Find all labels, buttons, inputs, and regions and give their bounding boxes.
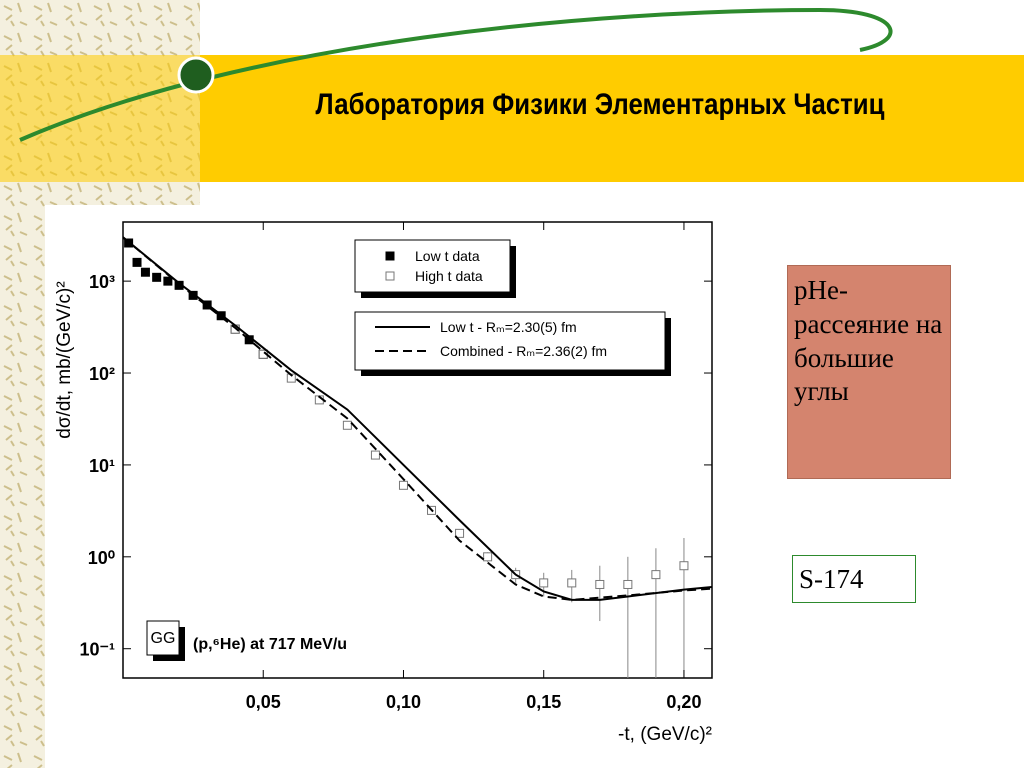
annotation: (p,⁶He) at 717 MeV/u: [193, 636, 347, 653]
plot: [123, 236, 712, 678]
legend-box: [354, 311, 666, 371]
data-point: [140, 267, 150, 277]
y-tick-label: 10²: [89, 364, 115, 384]
data-point: [679, 561, 689, 571]
legend-label: Combined - Rₘ=2.36(2) fm: [440, 343, 607, 359]
x-tick-label: 0,20: [666, 692, 701, 712]
legend-swatch: [385, 271, 395, 281]
code-box: S-174: [792, 555, 916, 603]
decor-pattern: [0, 205, 45, 768]
legend-label: Low t - Rₘ=2.30(5) fm: [440, 319, 577, 335]
plot-frame: [122, 221, 713, 679]
note-box: pHe-рассеяние на большие углы: [787, 265, 951, 479]
data-point: [623, 579, 633, 589]
x-tick-label: 0,15: [526, 692, 561, 712]
legend-label: High t data: [415, 268, 483, 284]
x-axis-label: -t, (GeV/c)²: [618, 724, 712, 745]
data-point: [132, 257, 142, 267]
data-point: [595, 579, 605, 589]
legend-swatch: [385, 251, 395, 261]
y-tick-label: 10¹: [89, 456, 115, 476]
data-point: [163, 276, 173, 286]
curve: [123, 236, 712, 601]
data-point: [567, 578, 577, 588]
y-tick-label: 10⁻¹: [79, 640, 115, 660]
slide-title: Лаборатория Физики Элементарных Частиц: [316, 87, 885, 120]
y-tick-label: 10⁰: [88, 548, 115, 568]
badge-box: [146, 620, 180, 656]
y-axis-label: dσ/dt, mb/(GeV/c)²: [54, 281, 75, 438]
legend-box: [354, 239, 511, 293]
data-point: [370, 450, 380, 460]
data-point: [539, 578, 549, 588]
x-tick-label: 0,10: [386, 692, 421, 712]
data-point: [152, 272, 162, 282]
legend-label: Low t data: [415, 248, 480, 264]
data-point: [483, 552, 493, 562]
title-band: [200, 55, 1024, 182]
data-point: [651, 570, 661, 580]
data-point: [455, 528, 465, 538]
title-band-left: [0, 55, 200, 182]
chart-panel: [95, 212, 722, 752]
badge-label: GG: [151, 630, 176, 647]
y-tick-label: 10³: [89, 272, 115, 292]
data-point: [342, 420, 352, 430]
x-tick-label: 0,05: [246, 692, 281, 712]
data-point: [398, 480, 408, 490]
decor-dot: [177, 56, 215, 94]
curve: [123, 236, 712, 601]
